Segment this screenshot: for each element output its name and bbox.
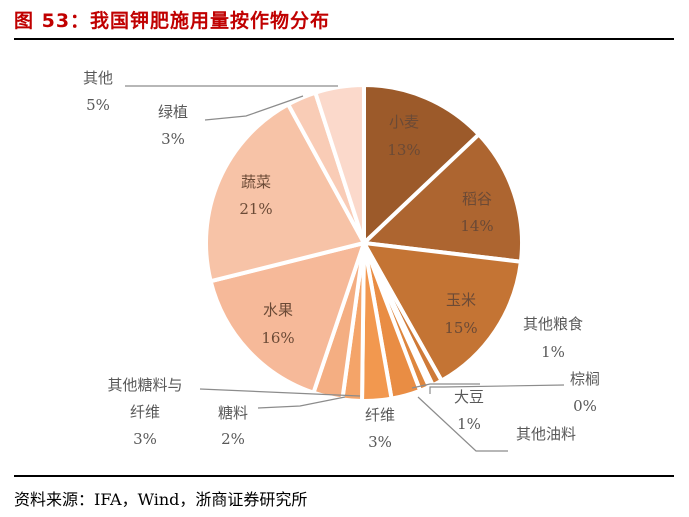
label-soybean-pct: 1% <box>457 415 481 433</box>
pie-slice <box>208 241 366 395</box>
label-green-plants-pct: 3% <box>161 130 185 148</box>
label-sugar: 糖料 <box>218 404 248 422</box>
pie-slice <box>362 132 524 264</box>
pie-slices <box>204 83 524 403</box>
footer-divider <box>14 475 674 477</box>
source-note: 资料来源：IFA，Wind，浙商证券研究所 <box>14 490 308 509</box>
label-fiber-pct: 3% <box>368 433 392 451</box>
label-vegetables-pct: 21% <box>239 200 272 218</box>
label-fiber: 纤维 <box>365 406 395 424</box>
label-corn-pct: 15% <box>444 319 477 337</box>
label-fruit: 水果 <box>263 301 293 319</box>
labels: 小麦 13% 稻谷 14% 玉米 15% 其他粮食 1% 棕榈 0% 大豆 1%… <box>83 69 600 451</box>
leader-lines <box>125 85 565 452</box>
pie-slice <box>313 83 366 245</box>
label-other-grain-pct: 1% <box>541 343 565 361</box>
label-other: 其他 <box>83 69 113 87</box>
label-other-sugar-fiber-1: 其他糖料与 <box>107 376 182 394</box>
label-other-sugar-fiber-2: 纤维 <box>130 403 160 421</box>
label-rice: 稻谷 <box>462 190 492 208</box>
label-other-sugar-fiber-pct: 3% <box>133 430 157 448</box>
label-other-oil: 其他油料 <box>516 425 576 443</box>
label-wheat-pct: 13% <box>387 141 420 159</box>
title-divider <box>14 38 674 40</box>
pie-slice <box>362 83 481 245</box>
pie-slice <box>204 102 366 284</box>
label-soybean: 大豆 <box>454 388 484 406</box>
label-other-pct: 5% <box>86 96 110 114</box>
label-fruit-pct: 16% <box>261 329 294 347</box>
label-rice-pct: 14% <box>460 217 493 235</box>
label-wheat: 小麦 <box>389 113 419 131</box>
label-corn: 玉米 <box>446 291 476 309</box>
label-green-plants: 绿植 <box>158 103 188 121</box>
label-other-grain: 其他粮食 <box>523 315 583 333</box>
pie-slice <box>362 241 523 383</box>
label-palm-pct: 0% <box>573 397 597 415</box>
label-palm: 棕榈 <box>570 370 600 388</box>
label-vegetables: 蔬菜 <box>241 173 271 191</box>
label-sugar-pct: 2% <box>221 430 245 448</box>
chart-title: 图 53：我国钾肥施用量按作物分布 <box>14 10 331 32</box>
